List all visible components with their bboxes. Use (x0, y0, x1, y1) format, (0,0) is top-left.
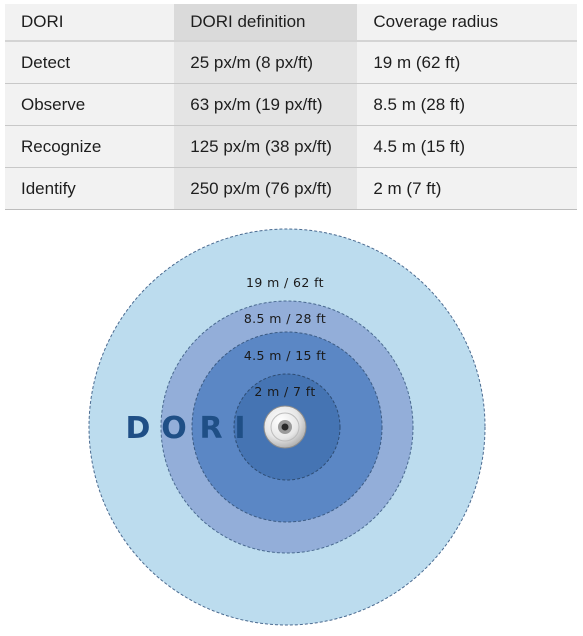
dori-letter-o: O (161, 411, 187, 446)
table-cell-definition: 63 px/m (19 px/ft) (174, 83, 358, 126)
detect-radius-label: 19 m / 62 ft (246, 275, 324, 290)
column-header-dori-definition: DORI definition (174, 4, 358, 42)
table-cell-level: Recognize (5, 125, 175, 168)
observe-radius-label: 8.5 m / 28 ft (244, 311, 326, 326)
dori-letter-d: D (126, 411, 151, 446)
table-cell-radius: 4.5 m (15 ft) (357, 125, 577, 168)
table-cell-level: Identify (5, 167, 175, 210)
table-row-detect: Detect 25 px/m (8 px/ft) 19 m (62 ft) (5, 41, 577, 84)
dori-letter-r: R (199, 411, 222, 446)
table-cell-level: Observe (5, 83, 175, 126)
table-cell-definition: 125 px/m (38 px/ft) (174, 125, 358, 168)
table-row-recognize: Recognize 125 px/m (38 px/ft) 4.5 m (15 … (5, 125, 577, 168)
identify-radius-label: 2 m / 7 ft (254, 384, 315, 399)
table-cell-radius: 8.5 m (28 ft) (357, 83, 577, 126)
table-row-observe: Observe 63 px/m (19 px/ft) 8.5 m (28 ft) (5, 83, 577, 126)
table-cell-definition: 25 px/m (8 px/ft) (174, 41, 358, 84)
table-cell-radius: 19 m (62 ft) (357, 41, 577, 84)
table-cell-level: Detect (5, 41, 175, 84)
dori-table: DORI DORI definition Coverage radius Det… (5, 4, 577, 210)
dori-letter-i: I (234, 411, 245, 446)
table-row-identify: Identify 250 px/m (76 px/ft) 2 m (7 ft) (5, 167, 577, 210)
table-cell-radius: 2 m (7 ft) (357, 167, 577, 210)
column-header-dori: DORI (5, 4, 175, 42)
camera-icon (263, 405, 307, 449)
column-header-coverage-radius: Coverage radius (357, 4, 577, 42)
table-header-row: DORI DORI definition Coverage radius (5, 4, 577, 42)
recognize-radius-label: 4.5 m / 15 ft (244, 348, 326, 363)
table-cell-definition: 250 px/m (76 px/ft) (174, 167, 358, 210)
